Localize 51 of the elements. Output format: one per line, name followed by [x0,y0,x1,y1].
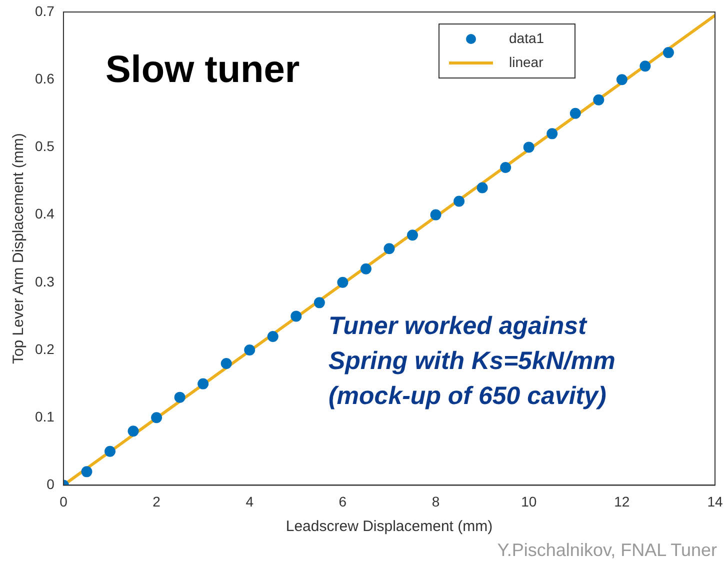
point [337,276,348,288]
y-tick-label: 0.4 [34,206,55,222]
point [662,47,674,58]
annotation: Slow tuner [105,49,300,91]
legend-label: data1 [509,30,544,46]
point [593,94,604,106]
y-axis-title: Top Lever Arm Displacement (mm) [10,133,28,364]
point [151,412,162,424]
y-tick-label: 0.3 [34,273,55,290]
x-tick-label: 0 [60,493,68,510]
point [454,196,465,207]
x-tick-label: 4 [246,493,254,510]
point [546,128,558,140]
annotation: (mock-up of 650 cavity) [328,382,606,410]
x-tick-label: 6 [338,493,347,510]
point [290,310,302,322]
point [220,358,232,370]
legend-label: linear [509,54,544,70]
point [384,243,395,254]
y-tick-label: 0.7 [34,2,55,19]
x-tick-label: 10 [521,493,537,510]
point [198,378,209,390]
point [104,446,116,457]
annotation: Tuner worked against [328,312,588,340]
point [267,330,278,342]
annotation: Spring with Ks=5kN/mm [328,347,616,375]
point [314,297,325,308]
point [570,108,581,119]
point [360,263,372,274]
y-tick-label: 0.2 [34,340,55,357]
point [81,466,92,478]
point [616,74,628,86]
point [174,392,186,403]
x-tick-label: 14 [707,493,723,510]
x-tick-label: 12 [614,493,630,510]
point [407,230,418,241]
point [430,209,442,220]
text: Y.Pischalnikov, FNAL Tuner [497,540,717,560]
y-tick-label: 0.6 [34,70,55,86]
point [640,60,651,72]
point [244,344,256,356]
x-axis-title: Leadscrew Displacement (mm) [286,518,493,536]
y-tick-label: 0.1 [34,408,55,424]
y-tick-label: 0.5 [34,138,55,154]
x-tick-label: 8 [432,493,440,510]
point [500,162,512,173]
point [523,142,534,153]
x-tick-label: 2 [152,493,161,510]
point [476,182,488,194]
point [128,426,139,437]
y-tick-label: 0 [46,476,55,492]
